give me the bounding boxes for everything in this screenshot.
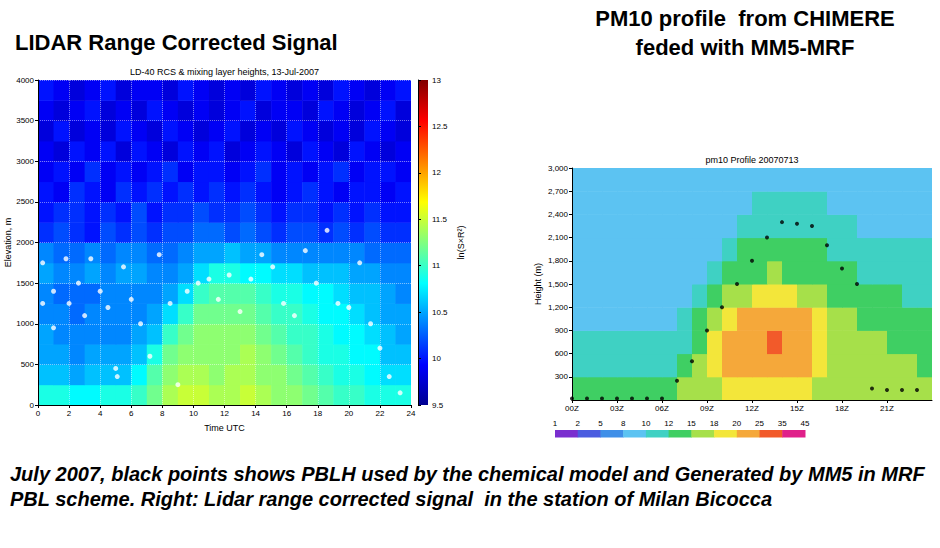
svg-text:2,700: 2,700	[548, 187, 569, 196]
svg-text:1500: 1500	[16, 279, 34, 288]
svg-text:8: 8	[621, 419, 626, 428]
svg-text:1: 1	[553, 419, 558, 428]
svg-text:6: 6	[129, 409, 134, 418]
svg-text:12.5: 12.5	[432, 122, 448, 131]
svg-text:10: 10	[189, 409, 198, 418]
svg-text:Height (m): Height (m)	[533, 263, 543, 305]
svg-text:1,500: 1,500	[548, 280, 569, 289]
svg-text:2,100: 2,100	[548, 233, 569, 242]
html-text:LIDAR Range Corrected Signal: LIDAR Range Corrected Signal	[15, 30, 338, 55]
svg-text:3,000: 3,000	[548, 164, 569, 173]
svg-text:Elevation, m: Elevation, m	[3, 218, 13, 268]
svg-text:LD-40 RCS & mixing layer heigh: LD-40 RCS & mixing layer heights, 13-Jul…	[130, 67, 319, 77]
svg-text:06Z: 06Z	[655, 404, 669, 413]
svg-text:12: 12	[220, 409, 229, 418]
svg-text:0: 0	[30, 401, 35, 410]
svg-text:2: 2	[576, 419, 581, 428]
svg-text:20: 20	[732, 419, 741, 428]
svg-text:1,800: 1,800	[548, 256, 569, 265]
svg-text:4000: 4000	[16, 76, 34, 85]
svg-text:18: 18	[313, 409, 322, 418]
svg-text:2500: 2500	[16, 197, 34, 206]
svg-text:18: 18	[710, 419, 719, 428]
svg-text:16: 16	[282, 409, 291, 418]
svg-text:5: 5	[598, 419, 603, 428]
svg-text:15: 15	[687, 419, 696, 428]
svg-text:03Z: 03Z	[610, 404, 624, 413]
svg-text:45: 45	[801, 419, 810, 428]
svg-text:11: 11	[432, 261, 441, 270]
svg-text:0: 0	[36, 409, 41, 418]
svg-text:9.5: 9.5	[432, 401, 444, 410]
svg-text:3500: 3500	[16, 116, 34, 125]
svg-text:1,200: 1,200	[548, 303, 569, 312]
svg-text:24: 24	[407, 409, 416, 418]
svg-text:8: 8	[160, 409, 165, 418]
svg-text:600: 600	[555, 349, 569, 358]
svg-text:15Z: 15Z	[790, 404, 804, 413]
html-text:July 2007, black points shows: July 2007, black points shows PBLH used …	[10, 463, 931, 510]
svg-text:10: 10	[641, 419, 650, 428]
svg-text:09Z: 09Z	[700, 404, 714, 413]
svg-text:14: 14	[251, 409, 260, 418]
svg-text:21Z: 21Z	[880, 404, 894, 413]
svg-text:20: 20	[344, 409, 353, 418]
svg-text:300: 300	[555, 372, 569, 381]
svg-text:3000: 3000	[16, 157, 34, 166]
svg-text:2,400: 2,400	[548, 210, 569, 219]
svg-text:2: 2	[67, 409, 72, 418]
svg-text:10: 10	[432, 354, 441, 363]
svg-text:Time UTC: Time UTC	[204, 423, 245, 433]
svg-text:18Z: 18Z	[835, 404, 849, 413]
svg-text:35: 35	[778, 419, 787, 428]
svg-text:4: 4	[98, 409, 103, 418]
svg-text:00Z: 00Z	[565, 404, 579, 413]
svg-text:pm10 Profile 20070713: pm10 Profile 20070713	[705, 155, 798, 165]
svg-text:900: 900	[555, 326, 569, 335]
svg-text:13: 13	[432, 76, 441, 85]
svg-text:12: 12	[432, 168, 441, 177]
svg-text:25: 25	[755, 419, 764, 428]
svg-text:ln(S×R²): ln(S×R²)	[456, 226, 466, 260]
svg-text:12Z: 12Z	[745, 404, 759, 413]
svg-text:2000: 2000	[16, 238, 34, 247]
svg-text:1000: 1000	[16, 319, 34, 328]
svg-text:500: 500	[21, 360, 35, 369]
svg-text:10.5: 10.5	[432, 308, 448, 317]
svg-text:22: 22	[375, 409, 384, 418]
html-text:PM10 profile from CHIMERE fede: PM10 profile from CHIMERE feded with MM5…	[595, 6, 901, 60]
svg-text:11.5: 11.5	[432, 215, 448, 224]
svg-text:12: 12	[664, 419, 673, 428]
